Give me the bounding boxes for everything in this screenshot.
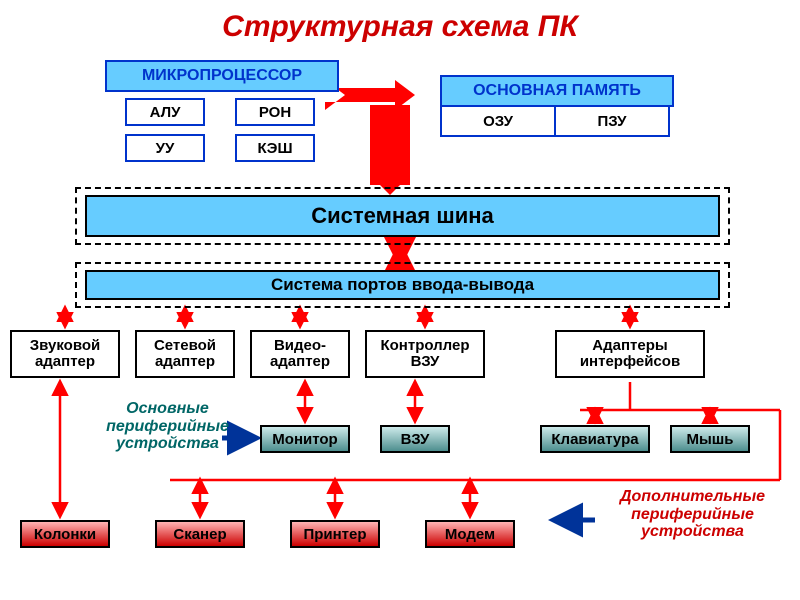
adapter-video: Видео- адаптер [250, 330, 350, 378]
periph-printer: Принтер [290, 520, 380, 548]
cpu-cell-alu: АЛУ [125, 98, 205, 126]
adapter-storage: Контроллер ВЗУ [365, 330, 485, 378]
adapter-network: Сетевой адаптер [135, 330, 235, 378]
periph-monitor: Монитор [260, 425, 350, 453]
periph-speakers: Колонки [20, 520, 110, 548]
label-main-periph: Основные периферийные устройства [80, 400, 255, 453]
periph-modem: Модем [425, 520, 515, 548]
adapter-iface: Адаптеры интерфейсов [555, 330, 705, 378]
periph-vzu: ВЗУ [380, 425, 450, 453]
memory-header: ОСНОВНАЯ ПАМЯТЬ [440, 75, 674, 107]
io-ports: Система портов ввода-вывода [85, 270, 720, 300]
periph-mouse: Мышь [670, 425, 750, 453]
memory-rom: ПЗУ [556, 107, 670, 137]
label-extra-periph: Дополнительные периферийные устройства [595, 488, 790, 541]
periph-scanner: Сканер [155, 520, 245, 548]
periph-keyboard: Клавиатура [540, 425, 650, 453]
cpu-header: МИКРОПРОЦЕССОР [105, 60, 339, 92]
adapter-sound: Звуковой адаптер [10, 330, 120, 378]
cpu-group: МИКРОПРОЦЕССОР АЛУ РОН УУ КЭШ [105, 60, 335, 172]
cpu-cell-ron: РОН [235, 98, 315, 126]
memory-group: ОСНОВНАЯ ПАМЯТЬ ОЗУ ПЗУ [440, 75, 670, 137]
memory-ram: ОЗУ [440, 107, 556, 137]
diagram-title: Структурная схема ПК [0, 10, 800, 44]
system-bus: Системная шина [85, 195, 720, 237]
cpu-cell-cache: КЭШ [235, 134, 315, 162]
cpu-cell-uu: УУ [125, 134, 205, 162]
